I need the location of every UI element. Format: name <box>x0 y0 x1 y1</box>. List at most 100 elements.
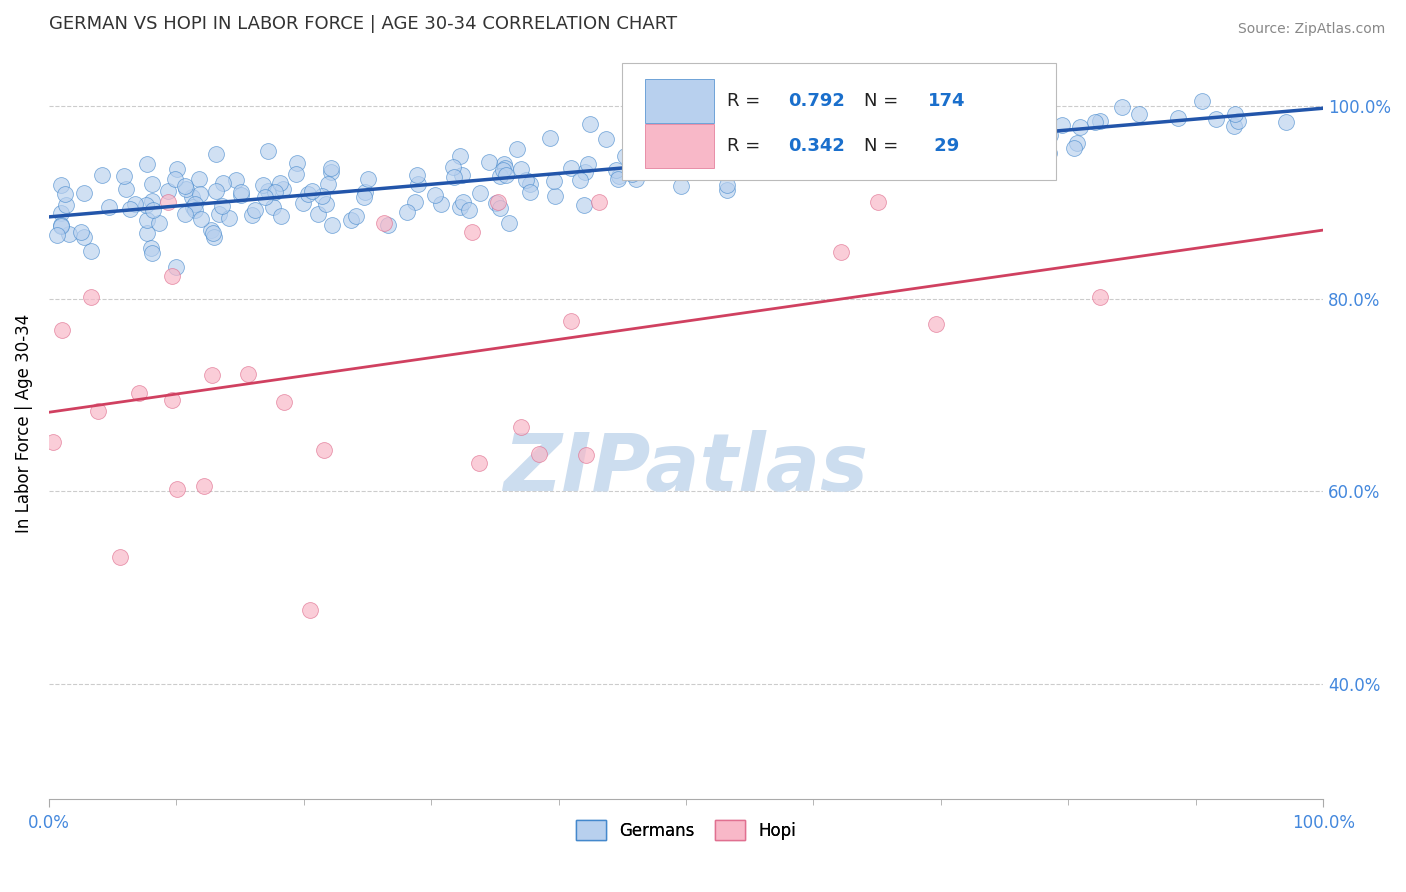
Point <box>955 129 977 144</box>
Point <box>160 269 183 284</box>
Point <box>1084 115 1107 129</box>
Point <box>406 177 429 191</box>
Point <box>489 169 512 183</box>
Point <box>605 162 627 177</box>
Point <box>55 186 77 201</box>
Point <box>737 158 759 172</box>
Point <box>449 149 471 163</box>
Point <box>936 112 959 127</box>
Point <box>1090 113 1112 128</box>
Point <box>142 202 165 217</box>
Point <box>707 142 730 156</box>
Point <box>51 178 73 193</box>
Point <box>73 230 96 244</box>
Point <box>373 216 395 230</box>
Point <box>468 186 491 201</box>
Point <box>515 173 537 187</box>
Point <box>165 260 187 274</box>
Point <box>49 219 72 233</box>
Point <box>1050 118 1073 132</box>
Point <box>498 216 520 230</box>
Point <box>90 169 112 183</box>
Point <box>257 144 280 158</box>
Point <box>830 244 852 259</box>
Point <box>163 172 186 186</box>
Point <box>966 141 988 155</box>
Point <box>184 197 207 211</box>
Point <box>932 132 955 146</box>
Point <box>211 198 233 212</box>
Point <box>395 205 418 219</box>
Point <box>128 385 150 400</box>
Point <box>1275 115 1298 129</box>
Point <box>315 197 337 211</box>
Text: Source: ZipAtlas.com: Source: ZipAtlas.com <box>1237 22 1385 37</box>
Point <box>955 143 977 157</box>
Point <box>271 181 294 195</box>
Text: R =: R = <box>727 137 766 155</box>
Point <box>953 141 976 155</box>
Point <box>229 188 252 202</box>
Point <box>1039 128 1062 143</box>
Point <box>243 202 266 217</box>
Point <box>839 107 862 121</box>
Point <box>569 172 592 186</box>
Point <box>188 172 211 186</box>
Point <box>357 172 380 186</box>
Point <box>285 156 308 170</box>
Point <box>98 200 121 214</box>
Point <box>291 196 314 211</box>
Point <box>1223 107 1246 121</box>
Point <box>316 177 339 191</box>
Point <box>544 188 567 202</box>
Point <box>572 198 595 212</box>
Point <box>321 164 343 178</box>
Point <box>193 479 215 493</box>
Text: 0.342: 0.342 <box>787 137 845 155</box>
Text: N =: N = <box>865 137 904 155</box>
Point <box>42 435 65 450</box>
Point <box>950 117 973 131</box>
Point <box>494 161 516 176</box>
Point <box>204 147 226 161</box>
Point <box>866 195 889 210</box>
Point <box>115 182 138 196</box>
Point <box>1066 136 1088 150</box>
Point <box>443 169 465 184</box>
Y-axis label: In Labor Force | Age 30-34: In Labor Force | Age 30-34 <box>15 314 32 533</box>
Point <box>273 395 295 409</box>
Point <box>669 179 692 194</box>
Point <box>575 449 598 463</box>
Point <box>441 160 464 174</box>
Point <box>218 211 240 226</box>
Point <box>166 161 188 176</box>
Text: 0.792: 0.792 <box>787 92 845 110</box>
Point <box>262 200 284 214</box>
Point <box>1090 290 1112 304</box>
Point <box>184 203 207 218</box>
Point <box>270 176 292 190</box>
Point <box>1223 119 1246 133</box>
Point <box>404 194 426 209</box>
Point <box>301 184 323 198</box>
FancyBboxPatch shape <box>645 78 714 123</box>
Point <box>579 117 602 131</box>
Point <box>87 404 110 418</box>
Point <box>204 184 226 198</box>
Point <box>353 190 375 204</box>
Point <box>156 184 179 198</box>
Point <box>353 185 375 199</box>
Point <box>492 162 515 177</box>
Point <box>135 197 157 211</box>
Point <box>141 194 163 209</box>
Point <box>538 131 561 145</box>
Point <box>925 317 948 331</box>
Point <box>801 153 824 167</box>
FancyBboxPatch shape <box>645 124 714 169</box>
Point <box>1038 145 1060 160</box>
Point <box>377 218 399 232</box>
Point <box>166 482 188 496</box>
Text: GERMAN VS HOPI IN LABOR FORCE | AGE 30-34 CORRELATION CHART: GERMAN VS HOPI IN LABOR FORCE | AGE 30-3… <box>49 15 678 33</box>
Point <box>716 183 738 197</box>
Point <box>253 190 276 204</box>
